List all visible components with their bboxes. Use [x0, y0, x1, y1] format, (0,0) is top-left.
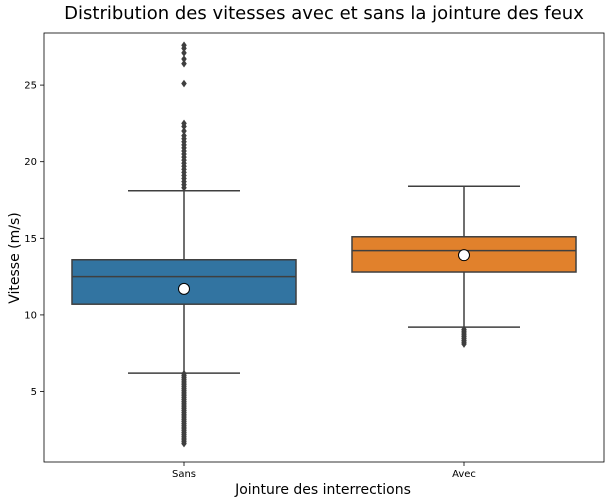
chart-title: Distribution des vitesses avec et sans l… — [64, 3, 584, 24]
x-axis: Sans Avec — [172, 462, 476, 480]
plot-frame — [43, 32, 605, 463]
outlier-point — [181, 131, 187, 140]
axes-frame — [43, 32, 605, 463]
box-group-sans — [71, 41, 297, 448]
x-tick-label: Sans — [172, 469, 196, 480]
x-tick-label: Avec — [452, 469, 476, 480]
outlier-point — [181, 49, 187, 57]
outlier-point — [181, 127, 187, 135]
outlier-point — [181, 119, 187, 128]
mean-marker — [178, 282, 190, 295]
box-iqr — [351, 236, 577, 273]
y-tick-label: 10 — [24, 310, 37, 321]
mean-marker — [458, 249, 470, 262]
y-tick-label: 20 — [24, 157, 37, 168]
outlier-point — [181, 59, 187, 68]
y-axis-label: Vitesse (m/s) — [7, 212, 23, 304]
outlier-point — [461, 325, 467, 334]
y-tick-label: 25 — [24, 81, 37, 92]
y-tick-label: 5 — [31, 387, 37, 398]
y-axis: 5 10 15 20 25 — [24, 81, 44, 398]
outlier-point — [181, 55, 187, 63]
x-axis-label: Jointure des interrections — [234, 482, 411, 498]
y-tick-label: 15 — [24, 234, 37, 245]
outlier-point — [181, 369, 187, 378]
boxes-layer — [71, 41, 577, 448]
box-group-avec — [351, 185, 577, 348]
box-iqr — [71, 259, 297, 305]
outlier-point — [181, 41, 187, 50]
outlier-point — [181, 79, 187, 88]
